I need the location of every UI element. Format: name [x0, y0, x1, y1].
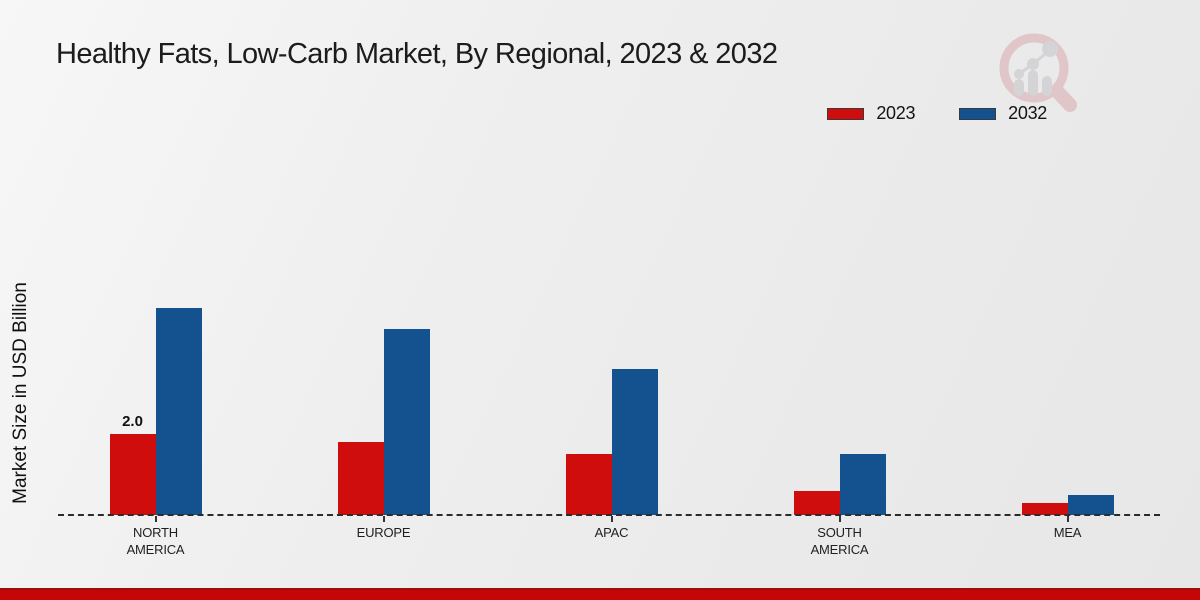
footer-stripe	[0, 588, 1200, 600]
bar-2032-europe	[383, 328, 430, 515]
category-label-south-america: SOUTH AMERICA	[810, 525, 869, 557]
x-axis-tick-apac	[610, 516, 613, 522]
legend-swatch-2032	[959, 107, 997, 120]
legend-swatch-2023	[827, 107, 865, 120]
x-axis-tick-south-america	[838, 516, 841, 522]
legend-item-2023: 2023	[827, 103, 915, 124]
bar-2032-north-america	[155, 308, 202, 515]
bar-2023-north-america	[109, 434, 156, 515]
bar-2023-mea	[1021, 502, 1068, 515]
bar-2023-apac	[565, 454, 612, 515]
chart-title: Healthy Fats, Low-Carb Market, By Region…	[56, 38, 778, 70]
x-axis-tick-europe	[382, 516, 385, 522]
x-axis-tick-north-america	[154, 516, 157, 522]
legend-label-2023: 2023	[876, 103, 916, 123]
x-axis-tick-mea	[1066, 516, 1069, 522]
category-label-north-america: NORTH AMERICA	[126, 525, 185, 557]
legend-item-2032: 2032	[959, 103, 1047, 124]
bar-2032-apac	[611, 369, 658, 515]
category-label-europe: EUROPE	[356, 525, 411, 540]
magnifier-bar-chart-logo-watermark	[999, 33, 1077, 112]
bar-2032-south-america	[839, 454, 886, 515]
legend-label-2032: 2032	[1008, 103, 1047, 123]
bar-2023-europe	[337, 442, 384, 515]
category-label-apac: APAC	[594, 525, 629, 540]
bar-2032-mea	[1067, 494, 1114, 515]
bar-2023-south-america	[793, 490, 840, 515]
legend: 2023 2032	[827, 103, 1047, 124]
bar-value-label-2023-north-america: 2.0	[122, 413, 143, 430]
category-label-mea: MEA	[1053, 525, 1082, 540]
x-axis-baseline	[58, 514, 1160, 516]
